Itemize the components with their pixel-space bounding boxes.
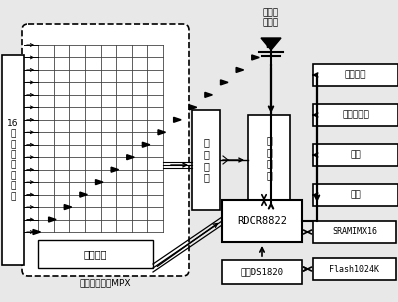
Polygon shape: [205, 92, 213, 97]
Polygon shape: [252, 55, 259, 60]
Text: 无线发
射模块: 无线发 射模块: [263, 8, 279, 28]
Text: 多功能输出: 多功能输出: [342, 111, 369, 120]
Polygon shape: [158, 130, 166, 135]
Text: 译码电路: 译码电路: [83, 249, 107, 259]
Polygon shape: [261, 38, 281, 50]
Bar: [222, 200, 302, 242]
Polygon shape: [189, 105, 197, 110]
Bar: [313, 184, 398, 206]
Bar: [2, 55, 24, 265]
Bar: [313, 144, 398, 166]
Bar: [38, 240, 153, 268]
Polygon shape: [220, 80, 228, 85]
Bar: [192, 110, 220, 210]
Bar: [248, 115, 290, 200]
Text: 多路转换开关MPX: 多路转换开关MPX: [79, 278, 131, 288]
Polygon shape: [174, 117, 181, 122]
Polygon shape: [49, 217, 56, 222]
Text: 时钟DS1820: 时钟DS1820: [240, 268, 283, 277]
Text: 模
数
转
换: 模 数 转 换: [203, 138, 209, 182]
Polygon shape: [96, 180, 103, 185]
Polygon shape: [127, 155, 134, 160]
Text: 显示: 显示: [350, 150, 361, 159]
Text: SRAMIMX16: SRAMIMX16: [332, 227, 377, 236]
Text: 计
里
芯
片: 计 里 芯 片: [266, 135, 272, 180]
Text: RDCR8822: RDCR8822: [237, 216, 287, 226]
Bar: [313, 104, 398, 126]
Polygon shape: [80, 192, 88, 197]
Bar: [313, 64, 398, 86]
Polygon shape: [33, 230, 41, 234]
Polygon shape: [111, 167, 119, 172]
Text: 报警输出: 报警输出: [345, 70, 366, 79]
Bar: [313, 258, 396, 280]
Text: 按键: 按键: [350, 191, 361, 200]
Bar: [313, 221, 396, 243]
Polygon shape: [236, 67, 244, 72]
Text: Flash1024K: Flash1024K: [330, 265, 380, 274]
FancyBboxPatch shape: [22, 24, 189, 276]
Text: 16
路
取
样
信
号
输
入: 16 路 取 样 信 号 输 入: [7, 119, 19, 201]
Polygon shape: [267, 43, 275, 47]
Polygon shape: [142, 142, 150, 147]
Bar: [222, 260, 302, 284]
Polygon shape: [64, 204, 72, 210]
